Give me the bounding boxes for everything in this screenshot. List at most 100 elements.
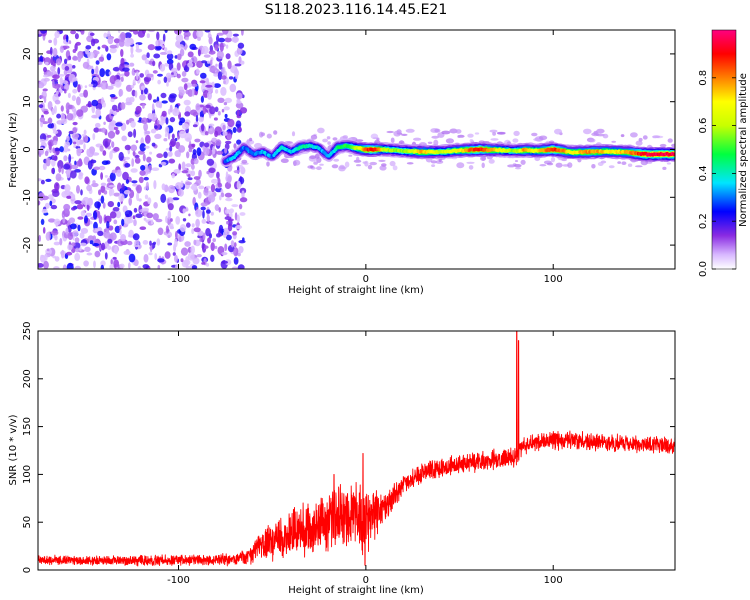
noise-speck	[193, 176, 201, 180]
noise-speck	[52, 255, 57, 259]
noise-speck	[89, 240, 94, 245]
halo-speck	[309, 155, 317, 160]
noise-speck	[93, 210, 98, 220]
noise-speck	[154, 133, 162, 139]
noise-speck	[48, 218, 56, 223]
spectrogram-y-axis-label: Frequency (Hz)	[8, 112, 19, 188]
noise-speck	[195, 209, 203, 218]
noise-speck	[91, 104, 96, 114]
noise-speck	[91, 114, 98, 119]
noise-speck	[103, 228, 107, 232]
noise-speck	[137, 30, 145, 38]
noise-speck	[124, 144, 131, 151]
noise-speck	[200, 202, 208, 207]
noise-speck	[72, 65, 76, 69]
noise-speck	[129, 96, 135, 103]
noise-speck	[124, 70, 130, 77]
noise-speck	[155, 45, 162, 50]
noise-speck	[225, 197, 233, 202]
noise-speck	[167, 216, 172, 226]
noise-speck	[66, 113, 74, 121]
halo-speck	[531, 132, 538, 137]
noise-speck	[71, 207, 76, 211]
noise-speck	[167, 203, 174, 211]
noise-speck	[74, 33, 79, 40]
halo-speck	[630, 132, 638, 138]
halo-speck	[406, 162, 414, 165]
halo-speck	[292, 159, 301, 166]
noise-speck	[203, 147, 210, 156]
noise-speck	[113, 38, 121, 44]
noise-speck	[40, 179, 45, 185]
noise-speck	[183, 31, 191, 37]
noise-speck	[224, 37, 232, 43]
noise-speck	[109, 94, 116, 98]
noise-speck	[238, 240, 246, 244]
noise-speck	[170, 138, 177, 147]
noise-speck	[146, 33, 150, 39]
noise-speck	[140, 90, 144, 95]
noise-speck	[191, 143, 196, 148]
noise-speck	[212, 238, 216, 243]
noise-speck	[167, 242, 173, 246]
noise-speck	[53, 241, 61, 246]
halo-speck	[596, 128, 605, 134]
noise-speck	[91, 68, 95, 75]
noise-speck	[173, 169, 181, 174]
noise-speck	[157, 79, 161, 85]
noise-speck	[133, 30, 139, 35]
noise-speck	[171, 67, 178, 73]
noise-speck	[120, 76, 124, 82]
noise-speck	[112, 256, 117, 260]
noise-speck	[227, 223, 233, 232]
noise-speck	[239, 212, 246, 216]
noise-speck	[57, 160, 64, 169]
noise-speck	[107, 238, 113, 244]
noise-speck	[168, 158, 176, 164]
halo-speck	[469, 139, 474, 143]
noise-speck	[74, 265, 82, 269]
halo-speck	[514, 164, 522, 168]
halo-speck	[356, 164, 361, 167]
noise-speck	[198, 169, 202, 178]
noise-speck	[91, 99, 99, 107]
halo-speck	[319, 163, 324, 166]
noise-speck	[239, 107, 248, 114]
halo-speck	[546, 162, 554, 166]
noise-speck	[77, 54, 82, 63]
noise-speck	[157, 120, 160, 124]
noise-speck	[100, 264, 104, 269]
noise-speck	[196, 60, 203, 68]
noise-speck	[51, 78, 58, 82]
noise-speck	[218, 37, 226, 43]
noise-speck	[193, 227, 201, 233]
noise-speck	[44, 61, 49, 65]
noise-speck	[224, 192, 232, 198]
noise-speck	[118, 88, 124, 97]
noise-speck	[160, 120, 164, 126]
noise-speck	[181, 71, 187, 77]
noise-speck	[143, 76, 152, 82]
noise-speck	[74, 160, 77, 166]
noise-speck	[107, 177, 111, 183]
noise-speck	[100, 172, 103, 180]
noise-speck	[92, 133, 96, 141]
noise-speck	[38, 263, 44, 268]
noise-speck	[72, 230, 79, 237]
noise-speck	[38, 200, 41, 206]
halo-speck	[617, 161, 622, 164]
noise-speck	[198, 116, 204, 123]
noise-speck	[197, 191, 202, 199]
noise-speck	[241, 30, 244, 36]
noise-speck	[93, 166, 100, 171]
halo-speck	[514, 160, 519, 162]
noise-speck	[157, 265, 161, 269]
noise-speck	[57, 67, 61, 75]
noise-speck	[235, 102, 244, 109]
noise-speck	[79, 232, 85, 239]
halo-speck	[273, 130, 278, 135]
noise-speck	[55, 90, 59, 96]
noise-speck	[190, 56, 198, 64]
noise-speck	[54, 30, 60, 39]
noise-speck	[48, 141, 52, 151]
